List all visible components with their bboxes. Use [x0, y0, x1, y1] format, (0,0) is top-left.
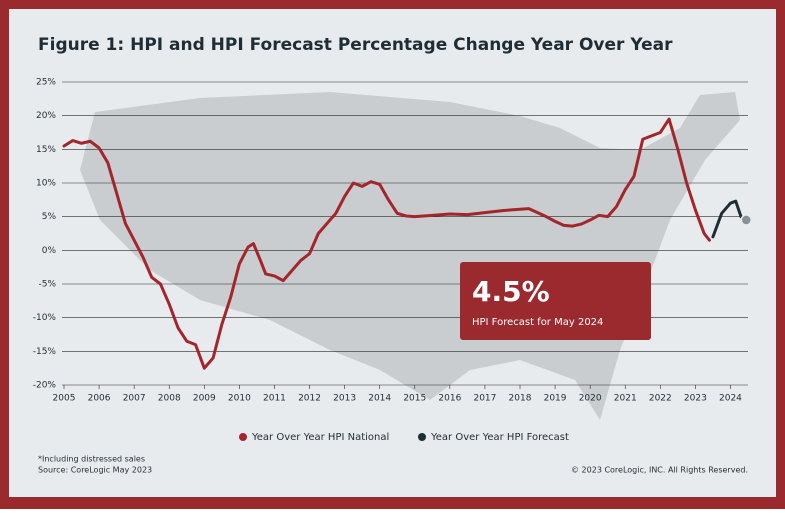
y-tick-label: -5% [38, 280, 56, 290]
y-tick-label: 10% [36, 179, 56, 189]
y-tick-label: 20% [36, 111, 56, 121]
x-tick-label: 2013 [333, 394, 356, 404]
callout-value: 4.5% [472, 275, 550, 308]
x-tick-label: 2006 [88, 394, 111, 404]
x-tick-label: 2015 [403, 394, 426, 404]
x-tick-label: 2005 [53, 394, 76, 404]
x-tick-label: 2023 [684, 394, 707, 404]
x-tick-label: 2017 [473, 394, 496, 404]
note: *Including distressed sales [38, 455, 145, 464]
x-tick-label: 2009 [193, 394, 216, 404]
y-tick-label: 15% [36, 145, 56, 155]
x-tick-label: 2022 [649, 394, 672, 404]
y-tick-label: 25% [36, 78, 56, 88]
copyright: © 2023 CoreLogic, INC. All Rights Reserv… [571, 466, 748, 475]
chart-title: Figure 1: HPI and HPI Forecast Percentag… [38, 35, 673, 55]
x-tick-label: 2010 [228, 394, 251, 404]
y-tick-label: -15% [33, 347, 57, 357]
x-tick-label: 2016 [438, 394, 461, 404]
y-tick-label: -10% [33, 313, 57, 323]
x-tick-label: 2019 [544, 394, 567, 404]
x-tick-label: 2021 [614, 394, 637, 404]
end-point [740, 214, 752, 226]
series-line [62, 117, 711, 370]
y-tick-label: 5% [42, 212, 57, 222]
x-tick-label: 2012 [298, 394, 321, 404]
y-tick-label: -20% [33, 381, 57, 391]
x-tick-label: 2020 [579, 394, 602, 404]
note: Source: CoreLogic May 2023 [38, 466, 152, 475]
legend-label: Year Over Year HPI National [251, 432, 389, 443]
legend-label: Year Over Year HPI Forecast [430, 432, 569, 443]
callout-text: HPI Forecast for May 2024 [472, 317, 603, 328]
legend-swatch [418, 433, 426, 441]
x-tick-label: 2024 [719, 394, 742, 404]
x-tick-label: 2008 [158, 394, 181, 404]
x-tick-label: 2007 [123, 394, 146, 404]
x-tick-label: 2011 [263, 394, 286, 404]
x-tick-label: 2014 [368, 394, 391, 404]
x-tick-label: 2018 [509, 394, 532, 404]
y-tick-label: 0% [42, 246, 57, 256]
legend-swatch [239, 433, 247, 441]
callout-box [460, 262, 651, 340]
